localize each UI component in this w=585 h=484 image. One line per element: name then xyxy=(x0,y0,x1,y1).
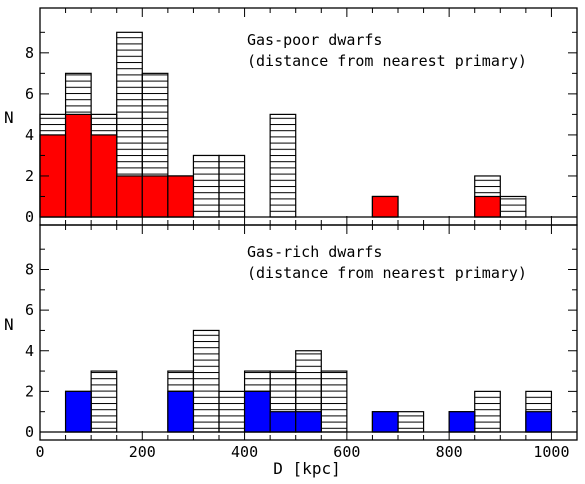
bottom-hatched-bar-8 xyxy=(320,370,348,433)
top-hatched-bar-8 xyxy=(269,113,297,218)
bottom-axes: 0 2 4 6 8 0 200 400 600 800 1000 xyxy=(25,224,578,461)
bottom-annotation-line-1: Gas-rich dwarfs xyxy=(247,243,382,261)
top-hatched-bar-11 xyxy=(499,195,527,218)
x-tick-label: 600 xyxy=(333,443,360,461)
top-filled-bar-3 xyxy=(116,175,143,218)
bottom-hatched-bar-10 xyxy=(397,411,425,433)
bottom-filled-bar-7 xyxy=(525,411,553,433)
bottom-y-axis-label: N xyxy=(4,315,14,334)
bottom-filled-bar-0 xyxy=(64,390,92,433)
top-annotation-line-1: Gas-poor dwarfs xyxy=(247,31,382,49)
bottom-annotation-line-2: (distance from nearest primary) xyxy=(247,264,527,282)
top-filled-bar-7 xyxy=(474,195,501,218)
bottom-filled-bar-1 xyxy=(167,390,195,433)
top-y-tick-label: 0 xyxy=(25,208,34,226)
bottom-hatched-bar-12 xyxy=(474,390,501,433)
bottom-filled-bar-6 xyxy=(448,411,476,433)
bottom-y-tick-label: 0 xyxy=(25,423,34,441)
top-hatched-bar-7 xyxy=(218,154,246,218)
top-filled-bar-4 xyxy=(141,175,169,218)
bottom-filled-bar-4 xyxy=(295,411,322,433)
x-tick-label: 1000 xyxy=(533,443,569,461)
top-axes: 0 2 4 6 8 xyxy=(25,7,578,226)
bottom-hatched-histogram xyxy=(64,329,553,433)
x-axis-label: D [kpc] xyxy=(273,459,340,478)
x-tick-label: 0 xyxy=(35,443,44,461)
bottom-hatched-bar-1 xyxy=(90,370,118,433)
bottom-hatched-bar-4 xyxy=(218,390,246,433)
top-y-tick-label: 6 xyxy=(25,85,34,103)
bottom-y-tick-label: 4 xyxy=(25,342,34,360)
x-tick-label: 400 xyxy=(231,443,258,461)
top-filled-bar-2 xyxy=(90,134,118,218)
bottom-y-tick-label: 8 xyxy=(25,261,34,279)
bottom-y-tick-label: 2 xyxy=(25,382,34,400)
bottom-y-tick-label: 6 xyxy=(25,301,34,319)
x-tick-label: 800 xyxy=(436,443,463,461)
top-y-axis-label: N xyxy=(4,108,14,127)
bottom-plot-frame xyxy=(39,224,578,441)
x-tick-label: 200 xyxy=(129,443,156,461)
top-y-tick-label: 4 xyxy=(25,126,34,144)
top-filled-bar-1 xyxy=(64,113,92,218)
bottom-filled-bar-5 xyxy=(371,411,399,433)
top-y-tick-label: 8 xyxy=(25,44,34,62)
bottom-filled-bar-3 xyxy=(269,411,297,433)
top-filled-bar-5 xyxy=(167,175,195,218)
top-hatched-bar-6 xyxy=(192,154,220,218)
bottom-panel: 0 2 4 6 8 0 200 400 600 800 1000 Gas-rich dwarfs (… xyxy=(4,224,578,478)
top-y-tick-label: 2 xyxy=(25,167,34,185)
top-annotation-line-2: (distance from nearest primary) xyxy=(247,52,527,70)
top-panel: 0 2 4 6 8 Gas-poor dwarfs (distance from nea… xyxy=(4,7,578,226)
top-filled-bar-6 xyxy=(371,195,399,218)
top-filled-histogram xyxy=(39,113,501,218)
bottom-filled-bar-2 xyxy=(243,390,271,433)
bottom-filled-histogram xyxy=(64,390,553,433)
bottom-hatched-bar-3 xyxy=(192,329,220,433)
